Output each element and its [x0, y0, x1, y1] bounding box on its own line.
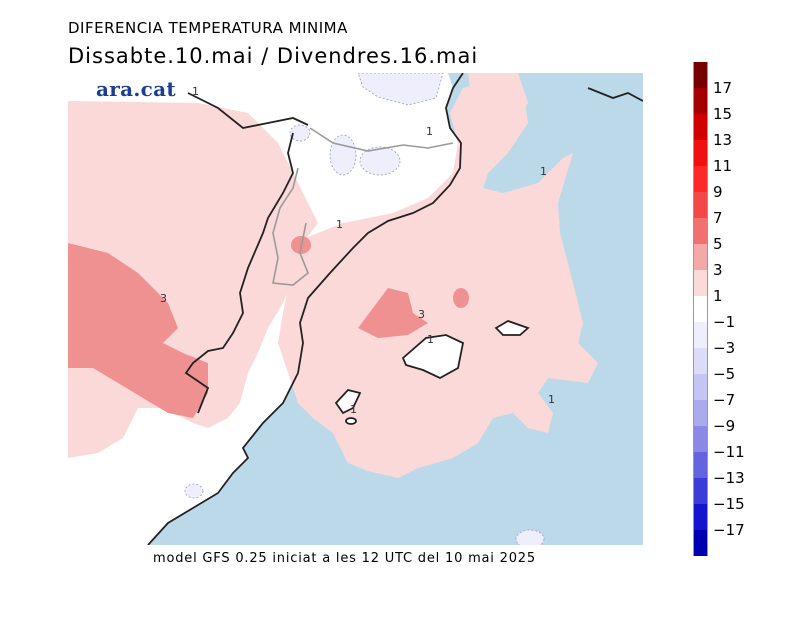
colorbar-label: −15 [713, 495, 745, 513]
cool-area-pyrenees-a [329, 134, 357, 176]
cool-area-south [184, 483, 204, 499]
warm-area-northeast [468, 73, 528, 133]
colorbar-swatch [693, 88, 708, 114]
colorbar-swatch [693, 504, 708, 530]
warm3-west [68, 243, 208, 418]
colorbar-label: 13 [713, 131, 733, 149]
map-panel: 1 1 1 1 3 3 1 1 1 ara.cat [68, 73, 643, 545]
contour-label: 1 [336, 218, 343, 231]
colorbar-label: −1 [713, 313, 736, 331]
border-west [184, 132, 294, 414]
warm3-center [358, 288, 428, 338]
warm-area-mid [308, 248, 368, 313]
island-formentera [345, 417, 357, 425]
colorbar-label: −17 [713, 521, 745, 539]
colorbar-swatch [693, 114, 708, 140]
coast-north [187, 92, 309, 129]
colorbar-label: 11 [713, 157, 733, 175]
colorbar-label: 15 [713, 105, 733, 123]
coast-mainland [147, 73, 464, 545]
islands [334, 320, 530, 425]
island-eivissa [334, 388, 362, 415]
warm3-small-b [453, 288, 469, 308]
cool-area-pyrenees-c [289, 124, 311, 142]
contour-label: 1 [350, 403, 357, 416]
model-credit: model GFS 0.25 iniciat a les 12 UTC del … [153, 551, 536, 566]
colorbar-label: −13 [713, 469, 745, 487]
colorbar-swatch [693, 426, 708, 452]
colorbar-label: −3 [713, 339, 736, 357]
colorbar-swatch [693, 270, 708, 296]
colorbar-swatch [693, 348, 708, 374]
strong-warm-anomaly-areas [68, 236, 469, 418]
coastlines [147, 73, 643, 545]
colorbar-swatch [693, 478, 708, 504]
contour-label: 1 [427, 333, 434, 346]
colorbar-label: 3 [713, 261, 723, 279]
colorbar-label: 5 [713, 235, 723, 253]
colorbar-swatch [693, 62, 708, 88]
island-menorca [494, 320, 530, 336]
map-title: DIFERENCIA TEMPERATURA MINIMA [68, 19, 348, 37]
colorbar-swatch [693, 218, 708, 244]
island-mallorca [401, 334, 465, 380]
colorbar-swatch [693, 400, 708, 426]
contour-label: 3 [418, 308, 425, 321]
colorbar-swatch [693, 530, 708, 556]
colorbar-swatch [693, 452, 708, 478]
colorbar-legend: 17 15 13 11 9 7 5 3 1 −1 −3 −5 −7 −9 −11 −13 −15 −17 [693, 62, 783, 556]
colorbar-label: −7 [713, 391, 736, 409]
colorbar-swatch [693, 322, 708, 348]
warm-area-sea [278, 81, 598, 478]
colorbar-label: −11 [713, 443, 745, 461]
colorbar-swatch [693, 192, 708, 218]
colorbar-label: −5 [713, 365, 736, 383]
contour-label: 1 [426, 125, 433, 138]
cool-area-corner [515, 529, 545, 545]
colorbar-label: 7 [713, 209, 723, 227]
colorbar-swatch [693, 296, 708, 322]
colorbar-swatch [693, 374, 708, 400]
contour-label: 1 [548, 393, 555, 406]
contour-label: 1 [192, 85, 199, 98]
cool-anomaly-areas [184, 73, 545, 545]
colorbar-label: 9 [713, 183, 723, 201]
contour-label: 1 [540, 165, 547, 178]
colorbar-swatch [693, 140, 708, 166]
colorbar-label: 17 [713, 79, 733, 97]
colorbar-label: −9 [713, 417, 736, 435]
ara-cat-logo[interactable]: ara.cat [96, 77, 176, 101]
map-svg: 1 1 1 1 3 3 1 1 1 [68, 73, 643, 545]
colorbar-swatch [693, 244, 708, 270]
map-subtitle: Dissabte.10.mai / Divendres.16.mai [68, 44, 479, 68]
coast-east-top [587, 87, 643, 102]
cool-area-north [357, 73, 444, 106]
cool-area-pyrenees-b [359, 146, 401, 176]
colorbar-swatch [693, 166, 708, 192]
contour-label: 3 [160, 292, 167, 305]
contour-label-group: 1 1 1 1 3 3 1 1 1 [160, 85, 555, 416]
administrative-borders [272, 127, 454, 286]
colorbar-label: 1 [713, 287, 723, 305]
